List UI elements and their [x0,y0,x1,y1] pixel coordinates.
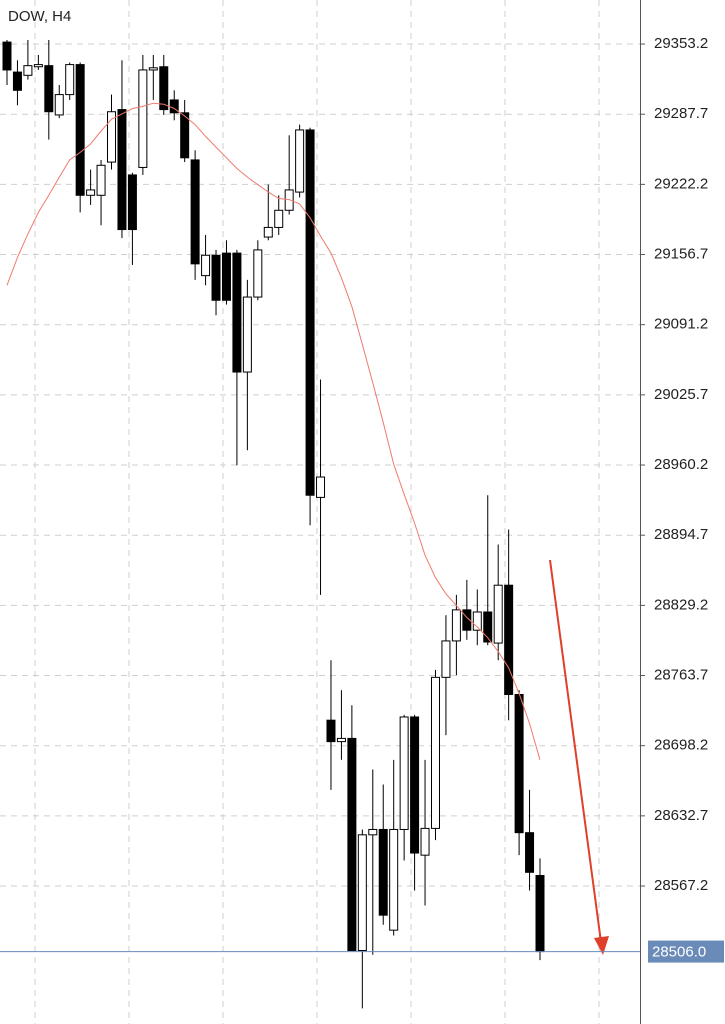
candle-body [525,832,535,873]
candle-body [33,64,43,68]
y-tick-label: 29222.2 [654,175,708,192]
candle-body [23,65,33,76]
candle-body [201,254,211,277]
candle-body [138,69,148,168]
y-tick-label: 28632.7 [654,807,708,824]
candle-body [441,640,451,678]
y-tick-label: 28763.7 [654,666,708,683]
candle-body [117,109,127,231]
moving-average-line [6,102,541,760]
y-tick-label: 28698.2 [654,737,708,754]
candle-body [232,252,242,373]
y-tick-label: 28567.2 [654,877,708,894]
candle-body [420,827,430,856]
candle-body [493,584,503,644]
candle-body [12,71,22,91]
candle-body [326,719,336,743]
y-tick-label: 28829.2 [654,596,708,613]
last-price-box [648,940,724,963]
candle-body [305,129,315,496]
candle-body [410,716,420,854]
candle-body [389,828,399,931]
candle-body [180,112,190,159]
candle-body [274,209,284,228]
candle-body [483,611,493,643]
candle-body [190,159,200,265]
candle-body [378,828,388,916]
candle-body [357,834,367,952]
candle-body [211,254,221,301]
y-tick-label: 29287.7 [654,105,708,122]
candle-body [263,226,273,238]
y-tick-label: 29091.2 [654,316,708,333]
candle-body [535,875,545,953]
chart-title: DOW, H4 [8,8,71,25]
candle-body [65,64,75,96]
plot [2,39,545,1009]
candle-body [159,66,169,111]
candle-body [399,716,409,830]
candle-body [148,67,158,71]
y-tick-label: 29156.7 [654,245,708,262]
candle-body [242,296,252,373]
y-tick-label: 29353.2 [654,35,708,52]
candle-body [107,111,117,163]
last-price-label: 28506.0 [652,944,706,961]
candle-body [221,252,231,301]
candle-body [253,249,263,298]
candle-body [295,129,305,193]
candle-body [462,609,472,631]
candle-body [86,189,96,196]
y-tick-label: 28960.2 [654,456,708,473]
candle-body [44,65,54,113]
candle-body [504,584,514,695]
y-tick-label: 29025.7 [654,386,708,403]
candle-body [430,676,440,829]
candle-body [2,41,12,71]
candle-body [127,174,137,231]
candle-body [451,609,461,642]
candle-body [368,828,378,836]
candle-body [514,693,524,834]
grid [0,0,640,1024]
candle-body [75,64,85,196]
candle-body [347,737,357,952]
y-tick-label: 28894.7 [654,526,708,543]
candle-body [336,737,346,743]
candle-body [54,94,64,116]
candle-body [96,164,106,196]
candle-body [472,611,482,631]
candle-body [316,476,326,498]
trend-arrow [549,559,609,955]
